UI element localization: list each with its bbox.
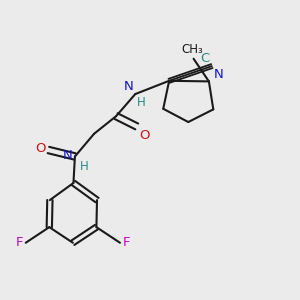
Text: CH₃: CH₃ — [181, 43, 203, 56]
Text: O: O — [140, 129, 150, 142]
Text: H: H — [80, 160, 89, 173]
Text: N: N — [124, 80, 134, 93]
Text: H: H — [137, 95, 146, 109]
Text: F: F — [122, 236, 130, 249]
Text: N: N — [214, 68, 224, 81]
Text: C: C — [200, 52, 209, 64]
Text: O: O — [35, 142, 46, 155]
Text: F: F — [16, 236, 23, 249]
Text: N: N — [63, 149, 73, 162]
